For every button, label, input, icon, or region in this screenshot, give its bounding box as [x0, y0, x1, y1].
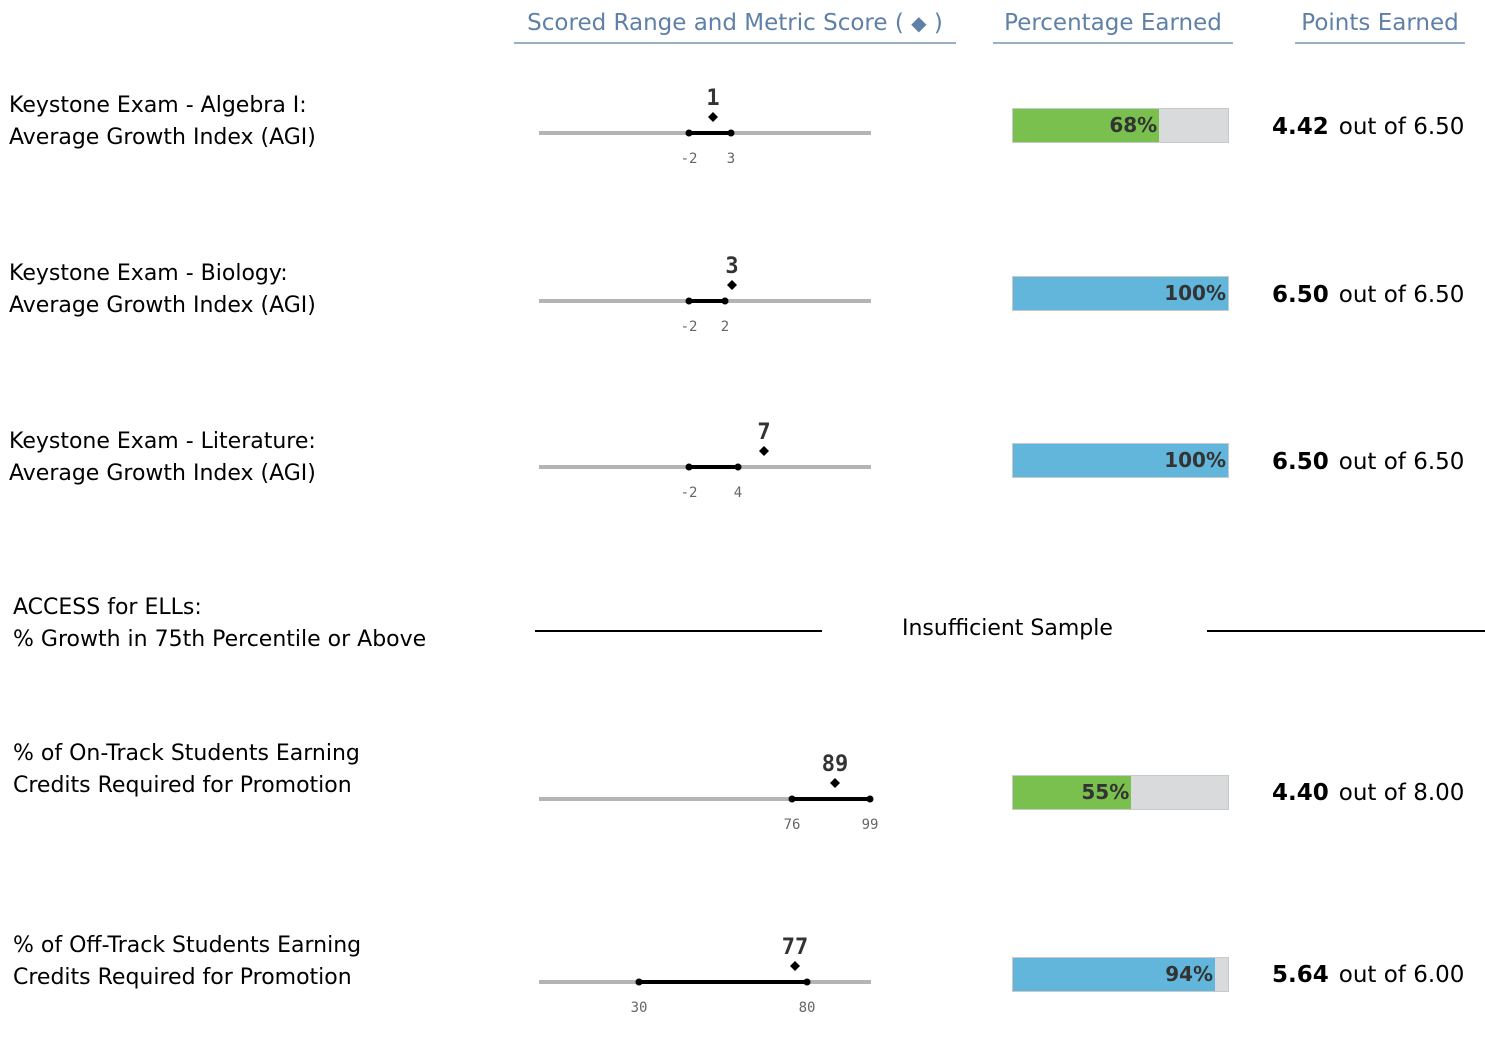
metric-score-diamond-icon: [708, 112, 718, 122]
points-value: 4.40: [1272, 780, 1329, 806]
header-percentage-earned: Percentage Earned: [993, 6, 1233, 44]
points-value: 6.50: [1272, 449, 1329, 475]
range-gauge: 7 -2 4: [539, 414, 872, 524]
range-low-endpoint: [635, 978, 643, 986]
metric-score-label: 7: [757, 420, 770, 445]
range-high-endpoint: [734, 463, 742, 471]
metric-label-line1: Keystone Exam - Biology:: [9, 261, 288, 286]
metric-score-diamond-icon: [727, 280, 737, 290]
range-high-endpoint: [803, 978, 811, 986]
range-high-label: 2: [721, 319, 729, 335]
range-gauge: 3 -2 2: [539, 248, 872, 358]
range-low-endpoint: [788, 795, 796, 803]
metric-label: Keystone Exam - Literature: Average Grow…: [9, 426, 316, 490]
points-out-of: out of 6.50: [1338, 282, 1465, 308]
metric-score-label: 77: [782, 935, 809, 960]
points-earned: 6.50 out of 6.50: [1272, 446, 1464, 478]
percentage-label: 55%: [1081, 780, 1130, 804]
points-earned: 5.64 out of 6.00: [1272, 959, 1464, 991]
metric-label-line2: Credits Required for Promotion: [13, 965, 352, 990]
points-out-of: out of 6.50: [1338, 114, 1465, 140]
points-value: 4.42: [1272, 114, 1329, 140]
points-earned: 4.42 out of 6.50: [1272, 111, 1464, 143]
metric-label: % of On-Track Students Earning Credits R…: [13, 738, 360, 802]
percentage-bar: 68%: [1012, 108, 1229, 143]
percentage-bar: 100%: [1012, 276, 1229, 311]
range-gauge: 89 76 99: [539, 740, 878, 850]
metric-score-label: 1: [706, 86, 719, 111]
insufficient-sample-text: Insufficient Sample: [902, 616, 1113, 641]
metric-row-access-ells: ACCESS for ELLs: % Growth in 75th Percen…: [0, 590, 1485, 710]
percentage-bar: 94%: [1012, 957, 1229, 992]
range-low-label: 76: [784, 817, 801, 833]
range-high-label: 80: [799, 1000, 816, 1016]
metric-label-line1: ACCESS for ELLs:: [13, 595, 202, 620]
percentage-label: 94%: [1165, 962, 1214, 986]
percentage-bar-fill: [1013, 776, 1132, 809]
range-low-endpoint: [685, 129, 693, 137]
metric-score-diamond-icon: [759, 446, 769, 456]
metric-label-line2: Credits Required for Promotion: [13, 773, 352, 798]
percentage-bar-fill: [1013, 277, 1228, 310]
range-low-label: -2: [681, 485, 698, 501]
range-low-endpoint: [685, 463, 693, 471]
points-earned: 4.40 out of 8.00: [1272, 777, 1464, 809]
metric-score-diamond-icon: [790, 961, 800, 971]
diamond-icon: ◆: [911, 11, 927, 35]
percentage-bar: 55%: [1012, 775, 1229, 810]
percentage-label: 68%: [1109, 113, 1158, 137]
metric-label-line2: Average Growth Index (AGI): [9, 125, 316, 150]
metric-score-label: 3: [725, 254, 738, 279]
points-out-of: out of 6.50: [1338, 449, 1465, 475]
metric-score-diamond-icon: [830, 778, 840, 788]
range-low-endpoint: [685, 297, 693, 305]
metric-label-line2: Average Growth Index (AGI): [9, 293, 316, 318]
percentage-bar-fill: [1013, 444, 1228, 477]
metric-row-off-track: % of Off-Track Students Earning Credits …: [0, 930, 1485, 1050]
range-high-label: 4: [734, 485, 742, 501]
metric-label: ACCESS for ELLs: % Growth in 75th Percen…: [13, 592, 426, 656]
header-diamond-legend: ( ◆ ): [894, 10, 943, 36]
metric-label: Keystone Exam - Biology: Average Growth …: [9, 258, 316, 322]
points-value: 6.50: [1272, 282, 1329, 308]
range-low-label: 30: [631, 1000, 648, 1016]
range-high-endpoint: [866, 795, 874, 803]
range-high-label: 99: [862, 817, 879, 833]
metric-label: % of Off-Track Students Earning Credits …: [13, 930, 361, 994]
range-gauge: 77 30 80: [539, 930, 872, 1040]
range-low-label: -2: [681, 151, 698, 167]
points-value: 5.64: [1272, 962, 1329, 988]
metric-label-line1: Keystone Exam - Literature:: [9, 429, 316, 454]
metric-score-label: 89: [822, 752, 849, 777]
insufficient-divider-left: [535, 630, 822, 632]
metric-row-on-track: % of On-Track Students Earning Credits R…: [0, 740, 1485, 860]
range-high-endpoint: [721, 297, 729, 305]
metric-label-line1: % of Off-Track Students Earning: [13, 933, 362, 958]
range-high-endpoint: [727, 129, 735, 137]
points-out-of: out of 6.00: [1338, 962, 1465, 988]
header-points-earned: Points Earned: [1295, 6, 1465, 44]
percentage-bar: 100%: [1012, 443, 1229, 478]
metric-label-line2: Average Growth Index (AGI): [9, 461, 316, 486]
metric-label-line1: % of On-Track Students Earning: [13, 741, 360, 766]
metric-label: Keystone Exam - Algebra I: Average Growt…: [9, 90, 316, 154]
range-gauge: 1 -2 3: [539, 80, 872, 190]
points-out-of: out of 8.00: [1338, 780, 1465, 806]
percentage-label: 100%: [1164, 448, 1226, 472]
header-scored-range-label: Scored Range and Metric Score: [527, 10, 888, 36]
percentage-label: 100%: [1164, 281, 1226, 305]
range-high-label: 3: [727, 151, 735, 167]
points-earned: 6.50 out of 6.50: [1272, 279, 1464, 311]
percentage-bar-fill: [1013, 958, 1216, 991]
percentage-bar-fill: [1013, 109, 1160, 142]
range-low-label: -2: [681, 319, 698, 335]
metric-label-line1: Keystone Exam - Algebra I:: [9, 93, 307, 118]
insufficient-divider-right: [1207, 630, 1485, 632]
metric-row-literature: Keystone Exam - Literature: Average Grow…: [0, 414, 1485, 534]
metric-label-line2: % Growth in 75th Percentile or Above: [13, 627, 427, 652]
metric-row-biology: Keystone Exam - Biology: Average Growth …: [0, 248, 1485, 368]
header-scored-range: Scored Range and Metric Score ( ◆ ): [514, 6, 956, 44]
metric-row-algebra: Keystone Exam - Algebra I: Average Growt…: [0, 80, 1485, 200]
